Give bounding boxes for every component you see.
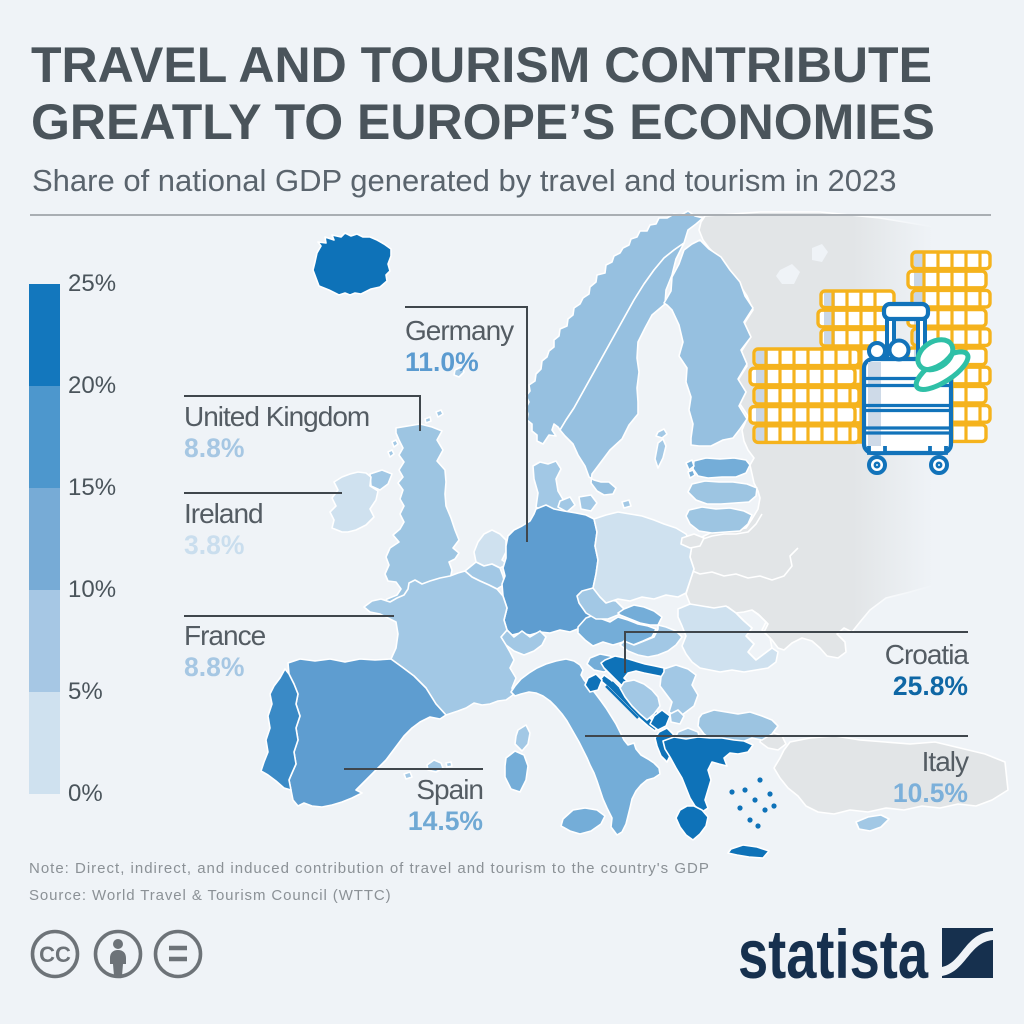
svg-text:CC: CC [39,942,71,967]
svg-text:statista: statista [738,920,928,993]
